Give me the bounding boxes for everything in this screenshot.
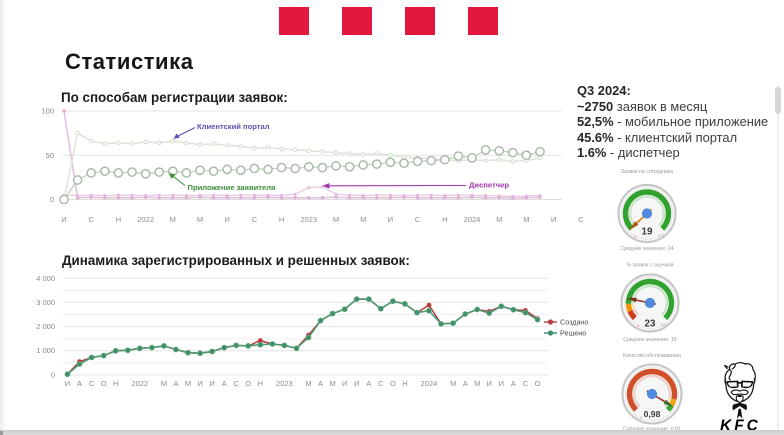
svg-text:М: М <box>170 215 176 224</box>
svg-text:Клиентский портал: Клиентский портал <box>197 122 270 131</box>
svg-text:М: М <box>496 215 502 224</box>
svg-text:А: А <box>173 379 178 388</box>
svg-text:Среднее значение: 0,91: Среднее значение: 0,91 <box>623 427 681 433</box>
svg-text:С: С <box>252 215 258 224</box>
svg-text:С: С <box>89 379 95 388</box>
svg-text:100: 100 <box>660 322 667 327</box>
svg-text:23: 23 <box>645 319 656 330</box>
svg-text:М: М <box>474 379 480 388</box>
svg-text:И: И <box>487 379 492 388</box>
svg-text:Решено: Решено <box>560 329 586 338</box>
svg-text:И: И <box>65 379 70 388</box>
svg-text:М: М <box>185 379 191 388</box>
svg-text:Н: Н <box>442 215 447 224</box>
svg-text:С: С <box>578 215 584 224</box>
svg-text:А: А <box>77 379 82 388</box>
svg-text:М: М <box>333 215 339 224</box>
svg-text:М: М <box>329 379 335 388</box>
svg-text:Заявки на сотрудника: Заявки на сотрудника <box>621 169 674 175</box>
svg-text:Н: Н <box>116 215 121 224</box>
svg-text:0: 0 <box>50 195 54 204</box>
svg-text:О: О <box>245 379 251 388</box>
svg-text:С: С <box>523 379 529 388</box>
svg-text:Приложение заявителя: Приложение заявителя <box>188 183 276 192</box>
svg-text:2023: 2023 <box>300 215 317 224</box>
svg-text:0: 0 <box>51 370 55 379</box>
svg-text:1: 1 <box>637 323 640 328</box>
svg-text:И: И <box>499 379 504 388</box>
svg-text:KFC: KFC <box>720 418 761 435</box>
svg-text:О: О <box>390 379 396 388</box>
svg-text:М: М <box>161 379 167 388</box>
svg-text:3 000: 3 000 <box>36 298 55 307</box>
svg-text:50: 50 <box>46 151 54 160</box>
svg-text:Диспетчер: Диспетчер <box>469 181 509 190</box>
svg-text:Н: Н <box>113 379 118 388</box>
svg-text:А: А <box>222 379 227 388</box>
svg-text:С: С <box>415 215 421 224</box>
svg-text:2022: 2022 <box>131 379 148 388</box>
svg-text:1 000: 1 000 <box>36 346 55 355</box>
svg-text:Качество обслуживания: Качество обслуживания <box>623 353 681 359</box>
svg-text:А: А <box>463 379 468 388</box>
svg-text:О: О <box>101 379 107 388</box>
svg-text:Н: Н <box>402 379 407 388</box>
svg-text:О: О <box>535 379 541 388</box>
svg-text:1: 1 <box>634 234 637 239</box>
svg-text:А: А <box>318 379 323 388</box>
svg-text:И: И <box>551 215 556 224</box>
svg-text:0.5: 0.5 <box>658 233 664 238</box>
svg-text:И: И <box>209 379 214 388</box>
svg-text:М: М <box>523 215 529 224</box>
svg-text:С: С <box>378 379 384 388</box>
svg-text:0,98: 0,98 <box>644 409 661 419</box>
svg-text:Создано: Создано <box>560 318 588 327</box>
svg-text:М: М <box>305 379 311 388</box>
svg-text:М: М <box>197 215 203 224</box>
svg-text:Н: Н <box>258 379 263 388</box>
svg-text:2 000: 2 000 <box>36 322 55 331</box>
svg-text:И: И <box>354 379 359 388</box>
svg-text:С: С <box>88 215 94 224</box>
svg-text:А: А <box>511 379 516 388</box>
svg-text:С: С <box>233 379 239 388</box>
svg-text:М: М <box>450 379 456 388</box>
svg-text:И: И <box>225 215 230 224</box>
svg-text:И: И <box>342 379 347 388</box>
svg-text:Среднее значение: 24: Среднее значение: 24 <box>620 246 674 252</box>
svg-text:2024: 2024 <box>464 215 481 224</box>
svg-text:2024: 2024 <box>421 379 438 388</box>
svg-text:% заявок с оценкой: % заявок с оценкой <box>626 262 673 269</box>
svg-text:И: И <box>388 215 393 224</box>
svg-text:И: И <box>61 215 66 224</box>
svg-text:Н: Н <box>279 215 284 224</box>
svg-text:4 000: 4 000 <box>36 274 55 283</box>
svg-text:2022: 2022 <box>137 215 154 224</box>
svg-text:2023: 2023 <box>276 379 293 388</box>
svg-text:А: А <box>366 379 371 388</box>
svg-text:0: 0 <box>640 415 643 420</box>
svg-text:100: 100 <box>41 107 54 116</box>
svg-text:Среднее значение: 19: Среднее значение: 19 <box>623 337 677 343</box>
svg-text:19: 19 <box>642 227 653 238</box>
svg-text:М: М <box>360 215 366 224</box>
svg-text:И: И <box>197 379 202 388</box>
